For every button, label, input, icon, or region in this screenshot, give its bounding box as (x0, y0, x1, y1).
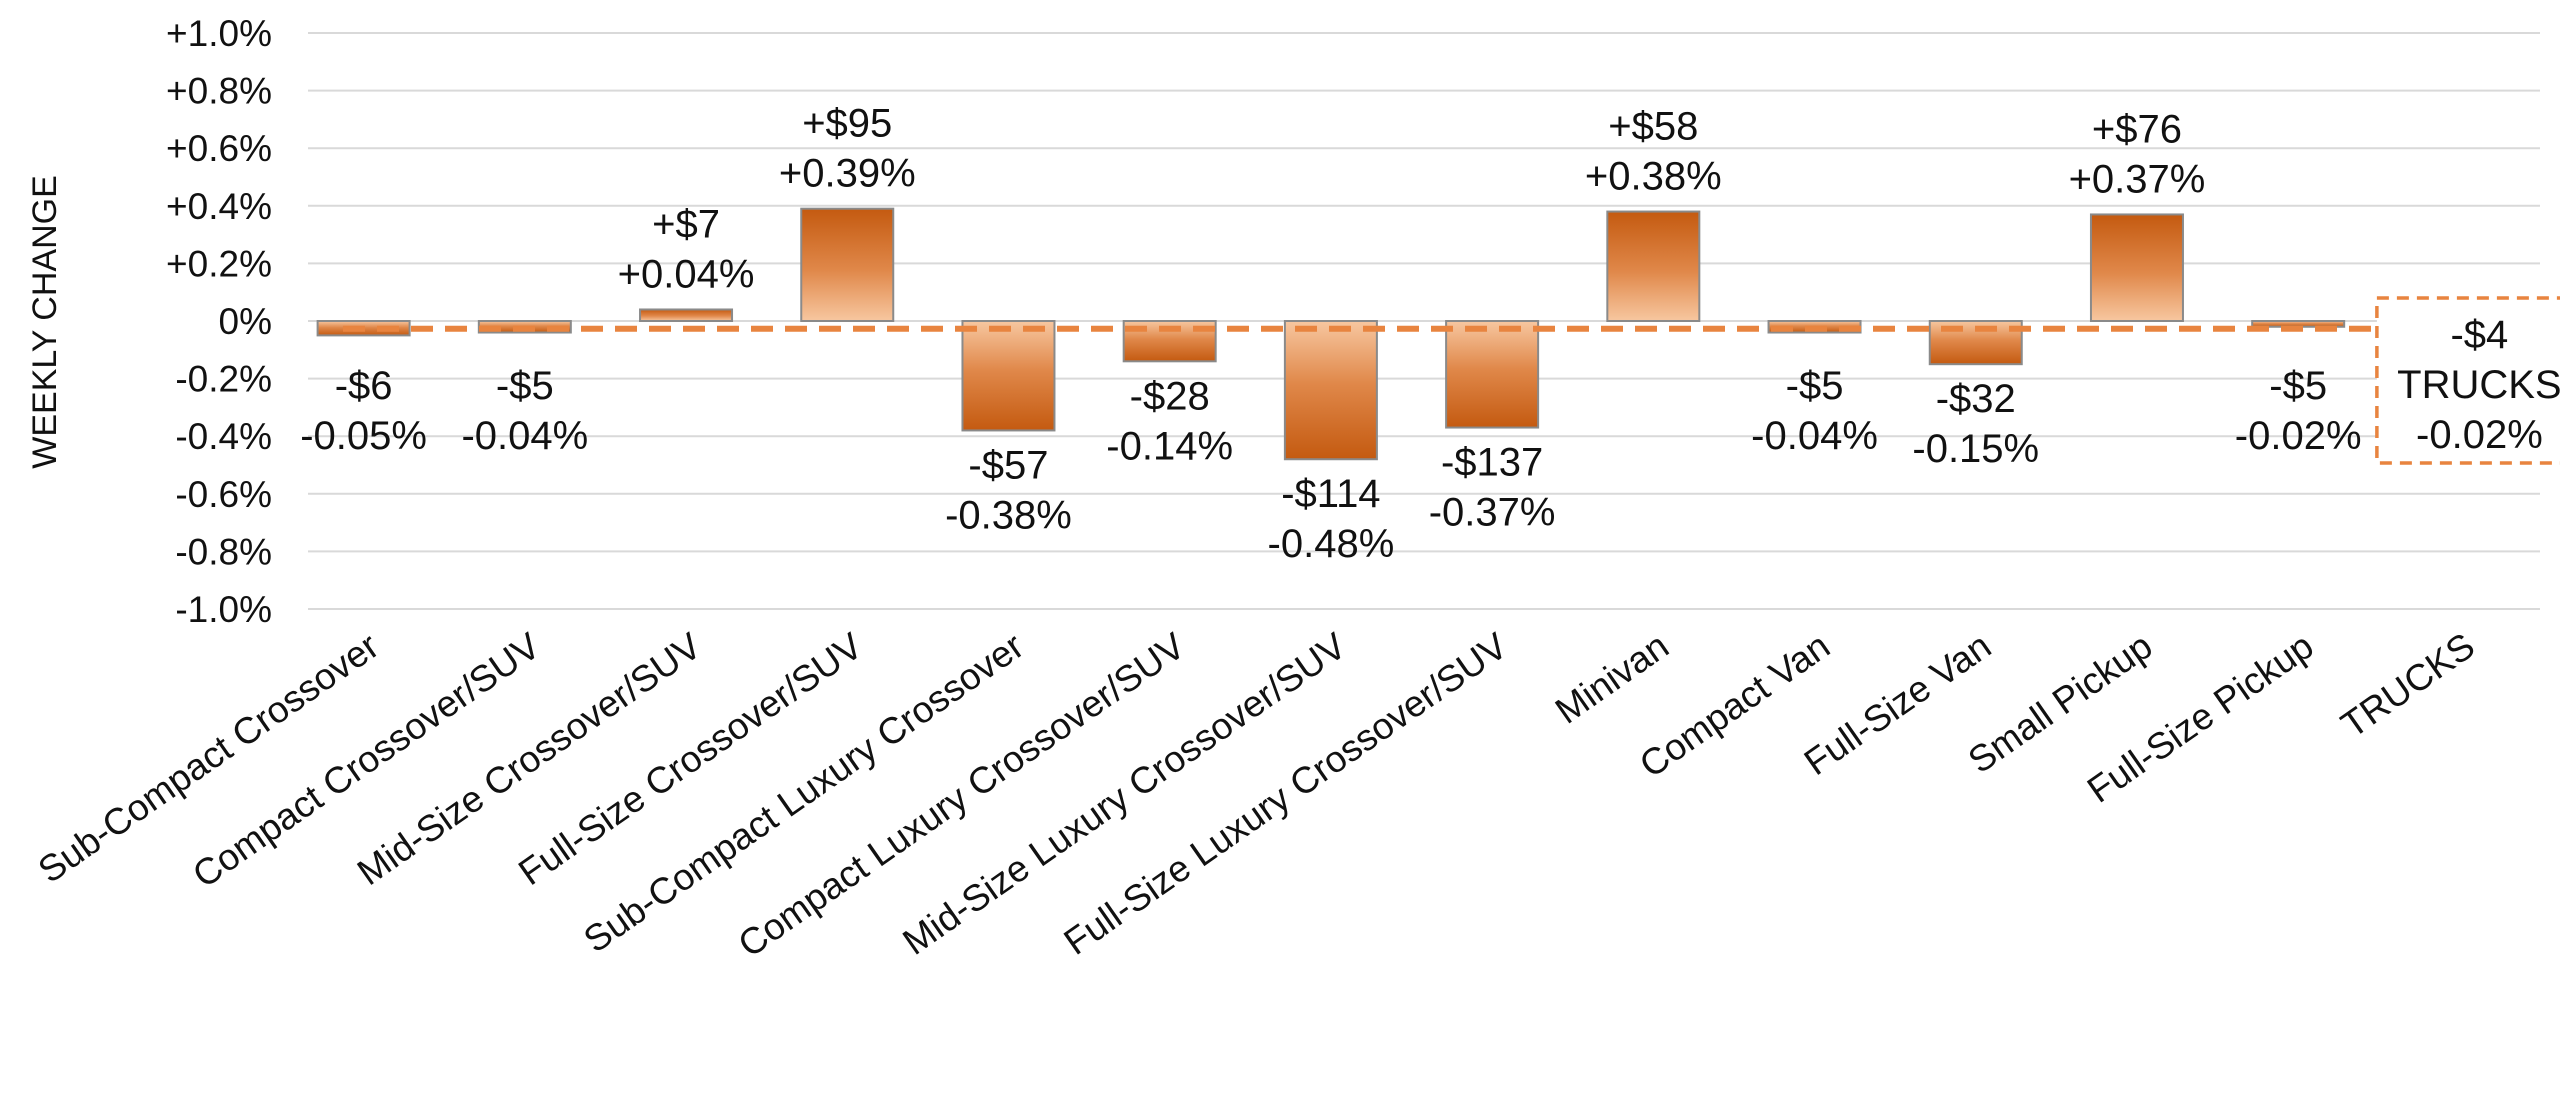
reference-line-group: -$4 TRUCKS -0.02% (343, 296, 2560, 465)
bar (1283, 320, 1378, 461)
data-label-dollar: -$6 (335, 364, 393, 408)
y-tick-label: +0.6% (166, 128, 272, 169)
data-label-dollar: -$32 (1936, 377, 2016, 421)
y-tick-label: -1.0% (175, 589, 272, 630)
y-tick-label: -0.4% (175, 416, 272, 457)
data-label-percent: -0.38% (945, 493, 1072, 537)
x-category-label: TRUCKS (2334, 625, 2482, 746)
data-labels: -$6 -0.05% -$5 -0.04% +$7 +0.04% +$95 +0.39% -$5… (300, 102, 2361, 567)
bar (639, 308, 734, 323)
data-label-percent: +0.04% (618, 252, 755, 296)
data-label-percent: -0.04% (461, 414, 588, 458)
data-label-percent: -0.04% (1751, 414, 1878, 458)
y-tick-label: +0.8% (166, 71, 272, 112)
data-label-dollar: +$95 (802, 102, 892, 146)
reference-callout-text: -$4 (2450, 313, 2508, 357)
reference-callout-box (2375, 296, 2560, 465)
data-label-percent: -0.02% (2235, 414, 2362, 458)
data-label-dollar: +$76 (2092, 107, 2182, 151)
reference-callout-text: TRUCKS (2397, 363, 2560, 407)
data-label-percent: -0.48% (1268, 522, 1395, 566)
bar (1445, 320, 1540, 429)
data-label-dollar: -$57 (968, 443, 1048, 487)
data-label-dollar: -$28 (1130, 374, 1210, 418)
y-tick-label: -0.8% (175, 531, 272, 572)
y-axis-title: WEEKLY CHANGE (26, 175, 64, 468)
data-label-percent: +0.37% (2069, 157, 2206, 201)
y-tick-label: +0.2% (166, 243, 272, 284)
bar (2089, 213, 2184, 322)
data-label-dollar: -$5 (496, 364, 554, 408)
data-label-percent: -0.15% (1912, 427, 2039, 471)
y-tick-label: +1.0% (166, 13, 272, 54)
x-category-label: Minivan (1548, 625, 1676, 732)
data-label-percent: +0.38% (1585, 155, 1722, 199)
data-label-percent: -0.37% (1429, 491, 1556, 535)
bar (800, 207, 895, 322)
data-label-dollar: -$137 (1441, 441, 1543, 485)
y-tick-label: -0.6% (175, 474, 272, 515)
data-label-dollar: +$58 (1608, 105, 1698, 149)
y-axis-ticks: +1.0% +0.8% +0.6% +0.4% +0.2% 0% -0.2% -0.4% -0.… (166, 13, 272, 630)
data-label-percent: -0.05% (300, 414, 427, 458)
data-label-dollar: -$5 (1786, 364, 1844, 408)
bar (961, 320, 1056, 432)
data-label-dollar: +$7 (652, 202, 720, 246)
bar (1606, 210, 1701, 322)
reference-callout-text: -0.02% (2416, 413, 2543, 457)
y-tick-label: 0% (219, 301, 272, 342)
data-label-dollar: -$114 (1281, 472, 1380, 516)
y-tick-label: +0.4% (166, 186, 272, 227)
data-label-percent: +0.39% (779, 152, 916, 196)
bars (316, 207, 2346, 461)
data-label-dollar: -$5 (2269, 364, 2327, 408)
y-tick-label: -0.2% (175, 359, 272, 400)
data-label-percent: -0.14% (1106, 424, 1233, 468)
